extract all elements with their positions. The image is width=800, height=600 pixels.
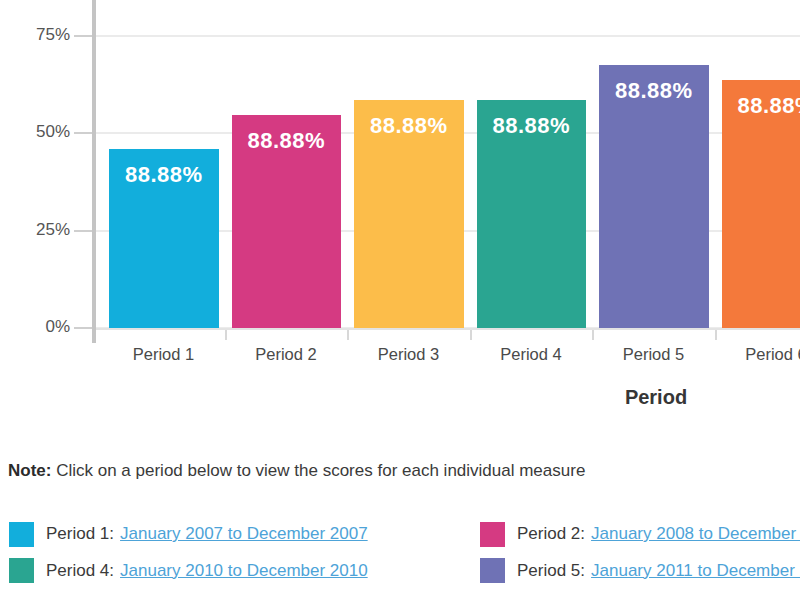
legend-period-label: Period 1: <box>46 524 114 544</box>
legend-swatch <box>9 522 34 547</box>
period-scores-dashboard: 0% 25% 50% 75% 88.88% 88.88% 88.88% 88.88% 88.8… <box>0 0 800 600</box>
legend-item-period-5: Period 5: January 2011 to December 2011 <box>480 558 800 584</box>
x-tick-5 <box>715 330 717 340</box>
legend-date-range-link[interactable]: January 2007 to December 2007 <box>120 524 368 544</box>
bar-period-6[interactable]: 88.88% <box>722 80 800 328</box>
bar-period-2[interactable]: 88.88% <box>232 115 342 328</box>
legend-item-period-2: Period 2: January 2008 to December 2008 <box>480 521 800 547</box>
legend-item-period-4: Period 4: January 2010 to December 2010 <box>9 558 368 584</box>
y-axis-label-50%: 50% <box>0 122 70 142</box>
legend-item-period-1: Period 1: January 2007 to December 2007 <box>9 521 368 547</box>
bar-period-5[interactable]: 88.88% <box>599 65 709 328</box>
bar-value-label: 88.88% <box>477 100 587 139</box>
x-axis-label-period-4: Period 4 <box>470 345 593 364</box>
legend-period-label: Period 5: <box>517 561 585 581</box>
bar-value-label: 88.88% <box>354 100 464 139</box>
legend-swatch <box>9 558 34 583</box>
gridline-75% <box>96 35 800 37</box>
x-tick-3 <box>470 330 472 340</box>
y-axis-line <box>92 0 96 343</box>
x-tick-2 <box>347 330 349 340</box>
legend-period-label: Period 4: <box>46 561 114 581</box>
bar-value-label: 88.88% <box>109 149 219 188</box>
note-text: Note: Click on a period below to view th… <box>8 461 585 481</box>
note-body: Click on a period below to view the scor… <box>56 461 585 480</box>
period-bar-chart: 0% 25% 50% 75% 88.88% 88.88% 88.88% 88.88% 88.8… <box>0 0 800 440</box>
legend-date-range-link[interactable]: January 2008 to December 2008 <box>591 524 800 544</box>
y-axis-label-25%: 25% <box>0 220 70 240</box>
x-axis-baseline <box>96 328 800 330</box>
legend-period-label: Period 2: <box>517 524 585 544</box>
x-tick-1 <box>225 330 227 340</box>
x-axis-label-period-2: Period 2 <box>225 345 348 364</box>
legend-swatch <box>480 522 505 547</box>
bar-period-1[interactable]: 88.88% <box>109 149 219 328</box>
legend-swatch <box>480 558 505 583</box>
x-tick-4 <box>592 330 594 340</box>
legend-date-range-link[interactable]: January 2011 to December 2011 <box>591 561 800 581</box>
note-prefix: Note: <box>8 461 51 480</box>
bar-period-4[interactable]: 88.88% <box>477 100 587 328</box>
bar-value-label: 88.88% <box>232 115 342 154</box>
x-axis-label-period-1: Period 1 <box>102 345 225 364</box>
bar-value-label: 88.88% <box>599 65 709 104</box>
legend-date-range-link[interactable]: January 2010 to December 2010 <box>120 561 368 581</box>
x-axis-label-period-6: Period 6 <box>715 345 800 364</box>
x-axis-label-period-3: Period 3 <box>347 345 470 364</box>
x-axis-title: Period <box>556 386 756 409</box>
bar-value-label: 88.88% <box>722 80 800 119</box>
y-axis-label-75%: 75% <box>0 25 70 45</box>
bar-period-3[interactable]: 88.88% <box>354 100 464 328</box>
y-axis-label-0%: 0% <box>0 317 70 337</box>
x-axis-label-period-5: Period 5 <box>592 345 715 364</box>
